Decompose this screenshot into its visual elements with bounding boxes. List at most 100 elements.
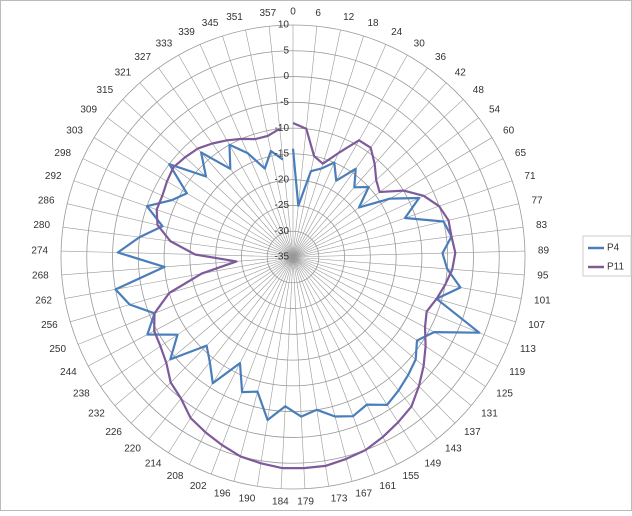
category-label: 327 (134, 52, 151, 63)
r-tick-label: -5 (280, 97, 289, 108)
spoke (292, 250, 525, 258)
spoke (292, 256, 525, 276)
category-label: 18 (368, 18, 380, 29)
category-label: 125 (496, 388, 513, 399)
spoke (292, 180, 513, 258)
category-label: 280 (33, 220, 50, 231)
spoke (292, 67, 428, 258)
spoke (292, 256, 306, 489)
spoke (292, 256, 456, 424)
spoke (139, 82, 294, 258)
category-label: 167 (355, 489, 372, 500)
category-label: 202 (190, 481, 207, 492)
category-label: 149 (424, 458, 441, 469)
spoke (122, 99, 294, 258)
spoke (61, 250, 294, 258)
category-label: 238 (73, 388, 90, 399)
spoke (292, 226, 524, 258)
category-label: 274 (31, 245, 48, 256)
spoke (292, 256, 522, 299)
category-label: 179 (297, 496, 314, 507)
category-label: 232 (88, 409, 105, 420)
spoke (77, 256, 294, 345)
spoke (168, 256, 294, 453)
category-label: 256 (41, 320, 58, 331)
spoke (292, 82, 447, 258)
category-label: 12 (343, 12, 355, 23)
category-label: 345 (202, 18, 219, 29)
spoke (189, 256, 294, 465)
spoke (178, 54, 294, 258)
spoke (292, 256, 353, 482)
category-label: 137 (464, 427, 481, 438)
spoke (245, 29, 294, 258)
spoke (222, 35, 294, 258)
category-label: 298 (54, 148, 71, 159)
category-label: 113 (520, 344, 536, 355)
spoke (292, 44, 387, 258)
grid (60, 24, 526, 490)
category-label: 351 (226, 12, 243, 23)
category-label: 71 (524, 171, 536, 182)
category-label: 36 (435, 52, 447, 63)
category-label: 262 (35, 296, 52, 307)
r-tick-label: -35 (275, 252, 290, 263)
spoke (292, 137, 493, 258)
category-label: 184 (272, 496, 289, 507)
category-label: 250 (49, 344, 66, 355)
spoke (62, 226, 294, 258)
category-label: 65 (515, 148, 527, 159)
category-label: 161 (379, 481, 396, 492)
r-tick-label: -20 (275, 174, 290, 185)
spoke (292, 256, 509, 345)
category-label: 339 (178, 27, 195, 38)
spoke (292, 256, 486, 387)
category-label: 54 (489, 105, 501, 116)
spoke (88, 256, 294, 367)
category-label: 143 (445, 444, 462, 455)
spoke (257, 256, 294, 487)
category-label: 24 (391, 27, 403, 38)
legend-label: P11 (607, 262, 624, 273)
category-label: 95 (537, 271, 549, 282)
category-label: 107 (528, 320, 545, 331)
spoke (292, 117, 479, 258)
spoke (61, 256, 294, 276)
spoke (292, 203, 519, 258)
category-label: 214 (145, 458, 162, 469)
series-line (114, 143, 481, 422)
category-label: 333 (156, 38, 173, 49)
category-label: 77 (531, 195, 543, 206)
spoke (292, 256, 397, 465)
spoke (130, 256, 294, 424)
spoke (292, 26, 318, 258)
spoke (100, 256, 294, 387)
category-label: 42 (455, 68, 467, 79)
category-label: 101 (534, 296, 551, 307)
r-tick-label: -10 (275, 123, 290, 134)
category-label: 244 (60, 367, 77, 378)
category-label: 155 (403, 471, 420, 482)
r-tick-label: -30 (275, 226, 290, 237)
category-label: 6 (315, 8, 321, 19)
category-label: 196 (214, 489, 231, 500)
spoke (292, 158, 504, 258)
spoke (292, 54, 408, 258)
spoke (210, 256, 294, 475)
category-label: 48 (473, 85, 485, 96)
r-tick-label: 10 (278, 20, 290, 31)
spoke (292, 256, 329, 487)
spoke (70, 256, 294, 323)
category-label: 0 (290, 7, 296, 18)
r-tick-label: -25 (275, 200, 290, 211)
spoke (292, 256, 418, 453)
spoke (280, 256, 294, 489)
spoke (292, 256, 498, 367)
spoke (268, 26, 294, 258)
spoke (148, 256, 294, 440)
spoke (233, 256, 294, 482)
category-label: 357 (259, 8, 276, 19)
category-label: 286 (38, 195, 55, 206)
category-label: 30 (414, 38, 426, 49)
